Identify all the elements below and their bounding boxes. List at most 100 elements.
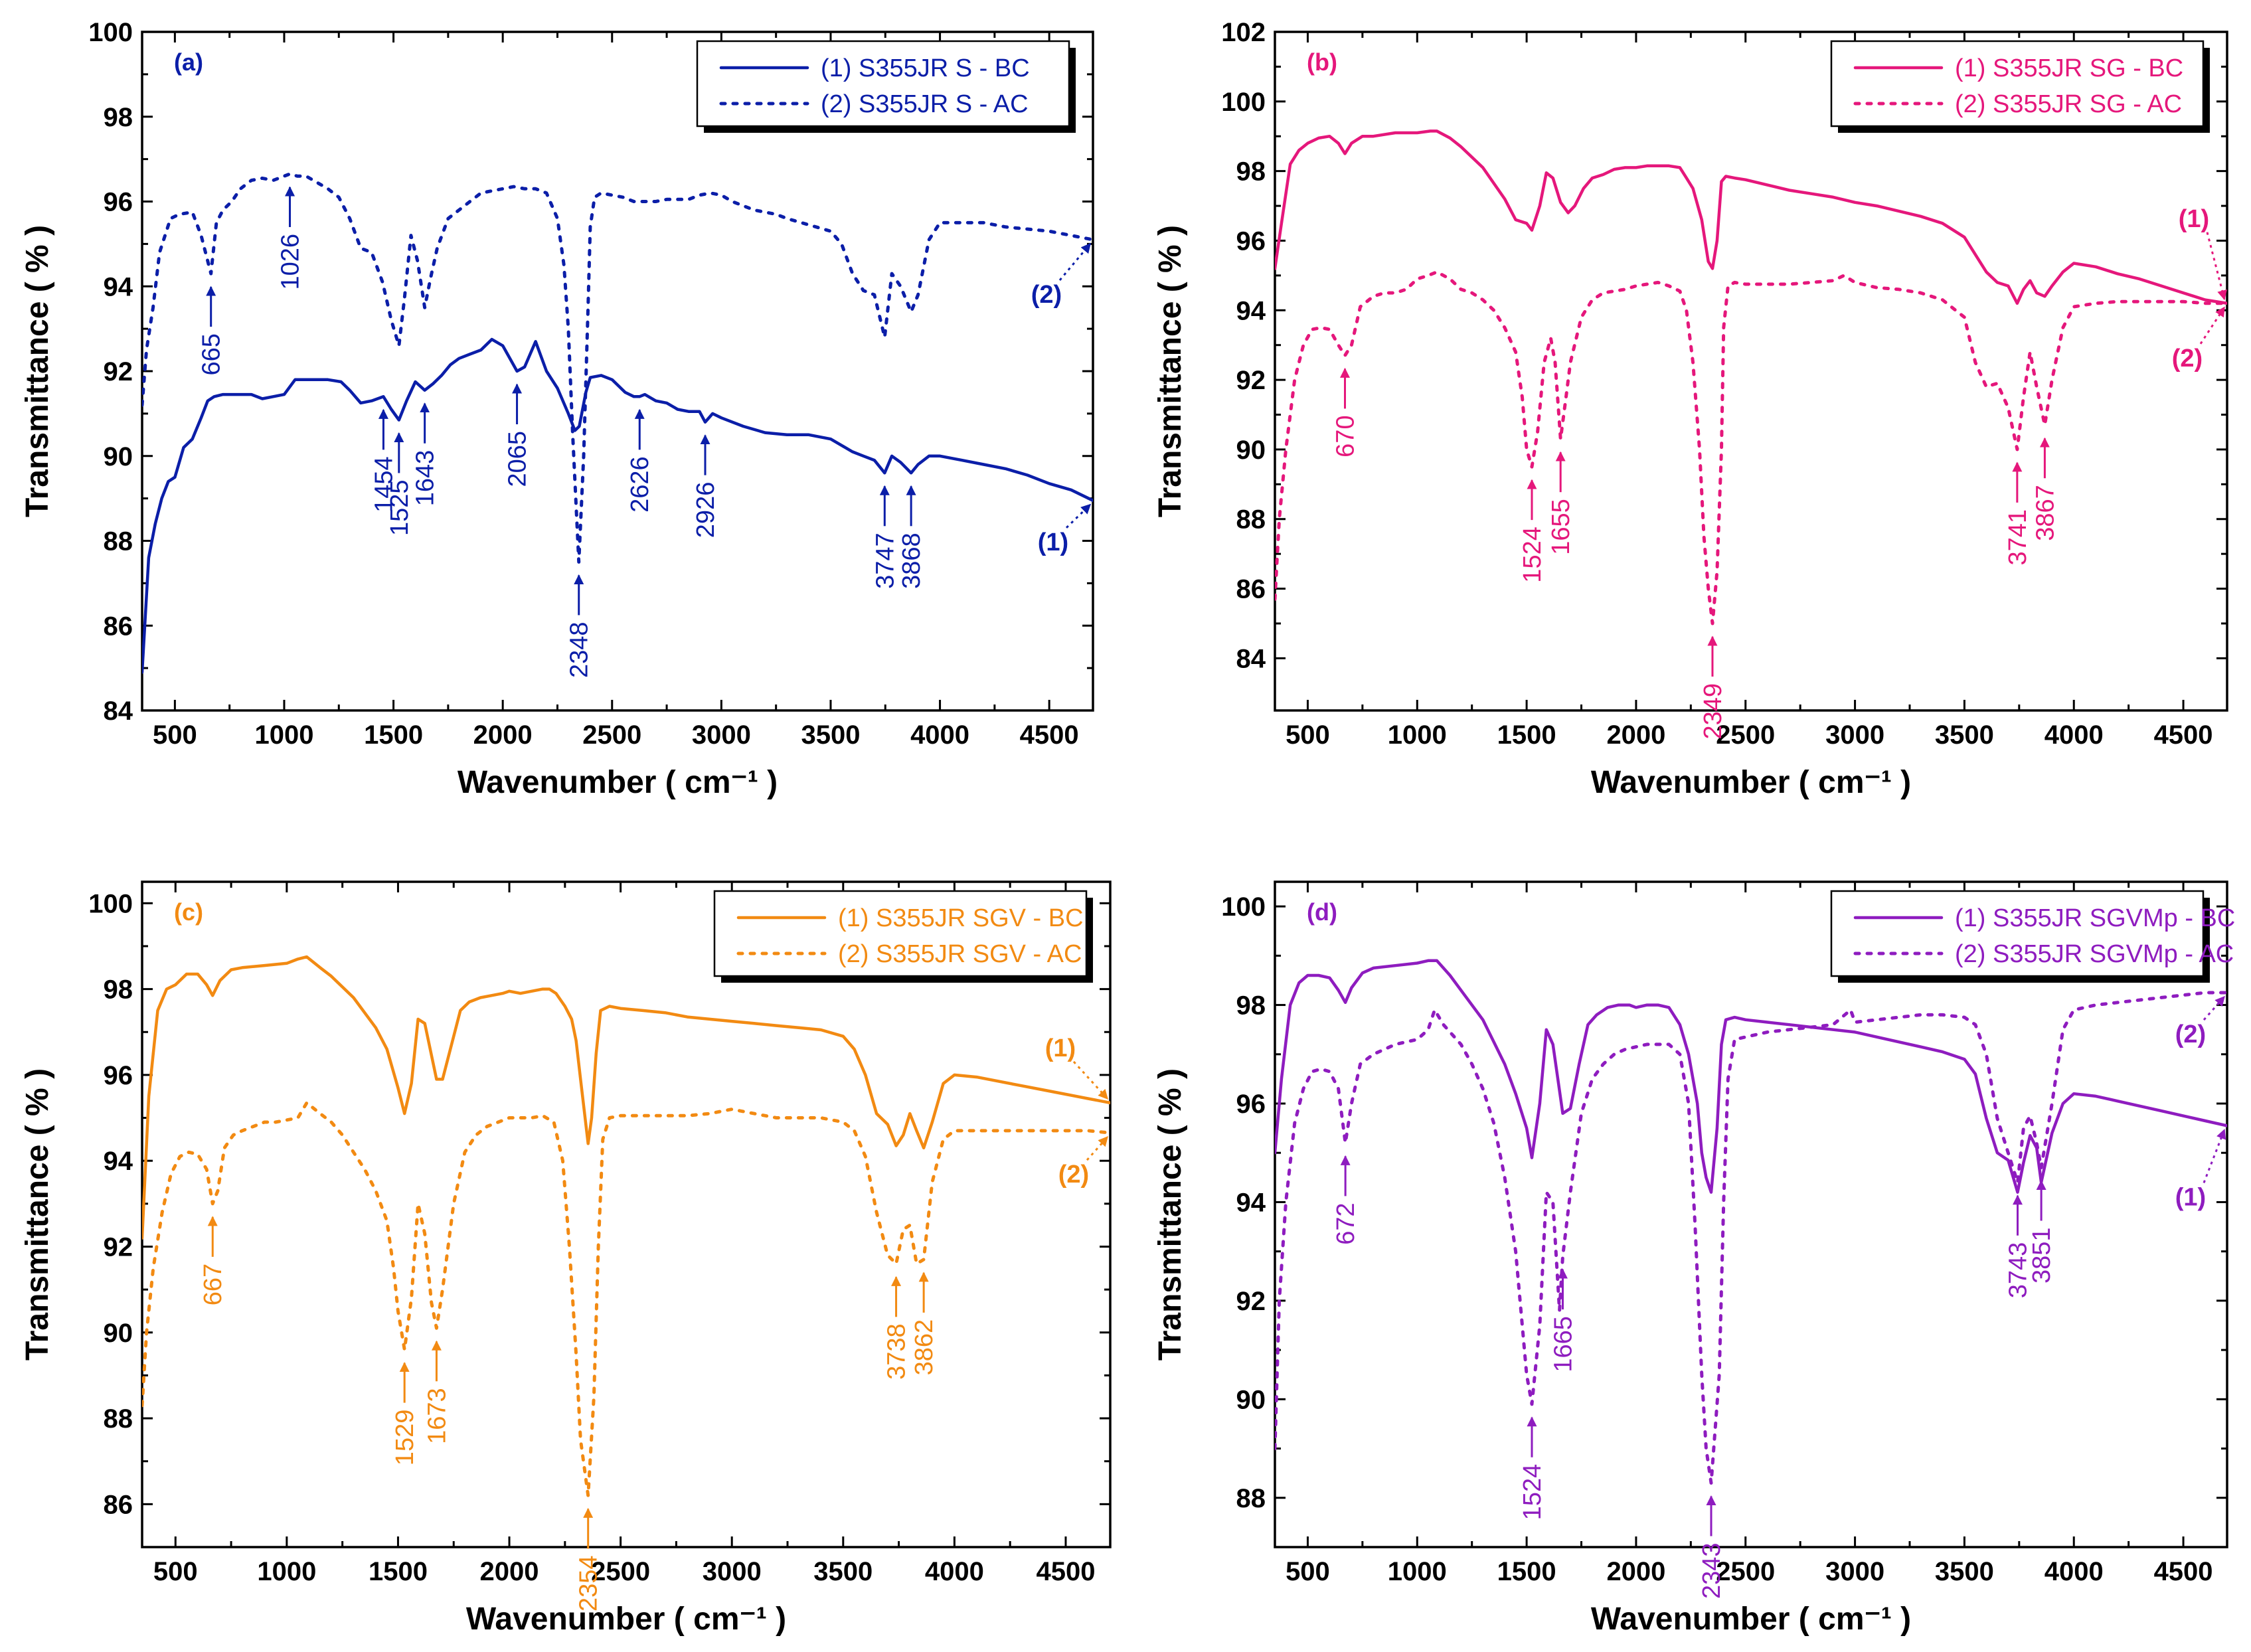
y-tick-label: 84 <box>1236 644 1266 673</box>
peak-label: 670 <box>1331 415 1359 457</box>
y-tick-label: 96 <box>1236 226 1266 256</box>
x-tick-label: 4500 <box>1020 720 1079 750</box>
peak-label: 1524 <box>1519 527 1546 583</box>
series-line-1 <box>142 955 1110 1240</box>
x-tick-label: 2000 <box>480 1557 539 1586</box>
peak-label: 1524 <box>1519 1464 1546 1521</box>
y-tick-label: 96 <box>104 1061 133 1090</box>
series-line-1 <box>1275 129 2227 305</box>
y-axis-title: Transmittance ( % ) <box>20 1068 55 1361</box>
y-tick-label: 98 <box>104 975 133 1005</box>
x-tick-label: 1500 <box>1497 1557 1556 1586</box>
x-tick-label: 1000 <box>257 1557 316 1586</box>
chart-panel-c: 500 1000 1500 2000 2500 3000 3500 4000 4500 86 88 9… <box>20 880 1112 1637</box>
annotation-arrow <box>2206 232 2227 301</box>
y-tick-label: 88 <box>104 1404 133 1434</box>
panel-label: (a) <box>174 48 203 76</box>
x-tick-label: 3000 <box>692 720 751 750</box>
y-tick-label: 92 <box>104 1232 133 1262</box>
x-axis-title: Wavenumber ( cm⁻¹ ) <box>1591 765 1911 800</box>
curve-label: (2) <box>1031 281 1062 309</box>
peak-label: 1525 <box>386 479 414 536</box>
series-line-2 <box>1275 270 2227 625</box>
y-tick-label: 94 <box>104 272 133 301</box>
peak-label: 1665 <box>1549 1316 1577 1372</box>
curve-label: (2) <box>2175 1021 2206 1048</box>
y-tick-label: 90 <box>1236 436 1266 465</box>
curve-label: (2) <box>1058 1161 1089 1189</box>
y-tick-label: 94 <box>104 1147 133 1176</box>
x-tick-label: 1500 <box>1497 720 1556 750</box>
panel-label: (d) <box>1307 898 1337 926</box>
plot-frame <box>1274 880 2228 1548</box>
peak-label: 2354 <box>575 1555 603 1611</box>
annotation-arrow <box>2203 995 2226 1021</box>
annotation-arrow <box>2199 306 2226 345</box>
y-tick-label: 100 <box>1221 892 1266 922</box>
peak-label: 3867 <box>2031 485 2059 541</box>
y-tick-label: 98 <box>1236 991 1266 1021</box>
x-tick-label: 4000 <box>2044 1557 2104 1586</box>
annotation-arrow <box>1086 1136 1109 1161</box>
series-line-1 <box>1275 959 2227 1194</box>
x-tick-label: 2000 <box>1606 720 1665 750</box>
curve-label: (1) <box>1045 1034 1076 1062</box>
x-tick-label: 3500 <box>813 1557 873 1586</box>
y-tick-label: 86 <box>1236 575 1266 604</box>
y-tick-label: 98 <box>1236 157 1266 187</box>
x-tick-label: 500 <box>1286 720 1330 750</box>
legend-box <box>696 40 1070 127</box>
legend-entry-2: (2) S355JR S - AC <box>821 90 1029 118</box>
peak-label: 2626 <box>626 456 654 513</box>
x-tick-label: 1500 <box>369 1557 428 1586</box>
peak-label: 1026 <box>277 234 305 290</box>
y-tick-label: 96 <box>1236 1090 1266 1119</box>
peak-label: 3868 <box>898 533 926 589</box>
peak-label: 2065 <box>504 431 532 487</box>
y-tick-label: 84 <box>104 697 133 726</box>
peak-label: 2343 <box>1698 1543 1726 1600</box>
legend-box <box>1830 890 2205 977</box>
plot-frame <box>1274 31 2228 712</box>
y-tick-label: 98 <box>104 103 133 132</box>
y-tick-label: 96 <box>104 188 133 217</box>
x-tick-label: 3000 <box>1825 1557 1884 1586</box>
curve-label: (1) <box>2179 205 2209 233</box>
peak-label: 3747 <box>871 533 899 589</box>
y-tick-label: 88 <box>1236 1484 1266 1513</box>
y-tick-label: 90 <box>104 442 133 471</box>
x-tick-label: 4000 <box>910 720 969 750</box>
y-tick-label: 88 <box>1236 505 1266 535</box>
y-tick-label: 92 <box>1236 366 1266 395</box>
x-tick-label: 4500 <box>2154 720 2213 750</box>
x-tick-label: 500 <box>1286 1557 1330 1586</box>
x-tick-label: 1500 <box>364 720 423 750</box>
x-tick-label: 500 <box>153 720 197 750</box>
legend-entry-1: (1) S355JR SGV - BC <box>838 904 1084 932</box>
legend-entry-1: (1) S355JR SGVMp - BC <box>1955 904 2235 932</box>
y-tick-label: 92 <box>1236 1287 1266 1316</box>
series-line-2 <box>1275 991 2227 1485</box>
annotation-arrow <box>1072 1060 1109 1100</box>
x-tick-label: 1000 <box>1388 720 1447 750</box>
y-tick-label: 94 <box>1236 1188 1266 1217</box>
x-tick-label: 2500 <box>582 720 641 750</box>
y-tick-label: 86 <box>104 612 133 641</box>
peak-label: 1673 <box>423 1388 451 1444</box>
x-tick-label: 3500 <box>1935 720 1994 750</box>
peak-label: 672 <box>1332 1202 1360 1244</box>
panel-label: (b) <box>1307 48 1337 76</box>
y-axis-title: Transmittance ( % ) <box>1153 225 1188 517</box>
y-tick-label: 94 <box>1236 296 1266 325</box>
panel-label: (c) <box>174 898 203 926</box>
chart-panel-d: 500 1000 1500 2000 2500 3000 3500 4000 4500 88 90 9… <box>1153 880 2235 1637</box>
y-tick-label: 92 <box>104 357 133 386</box>
x-tick-label: 2000 <box>1606 1557 1665 1586</box>
annotation-arrow <box>2203 1129 2226 1183</box>
x-axis-title: Wavenumber ( cm⁻¹ ) <box>458 765 778 800</box>
y-axis-title: Transmittance ( % ) <box>20 225 55 517</box>
legend-entry-2: (2) S355JR SG - AC <box>1955 90 2182 118</box>
x-tick-label: 4500 <box>1036 1557 1095 1586</box>
x-axis-title: Wavenumber ( cm⁻¹ ) <box>1591 1602 1911 1637</box>
